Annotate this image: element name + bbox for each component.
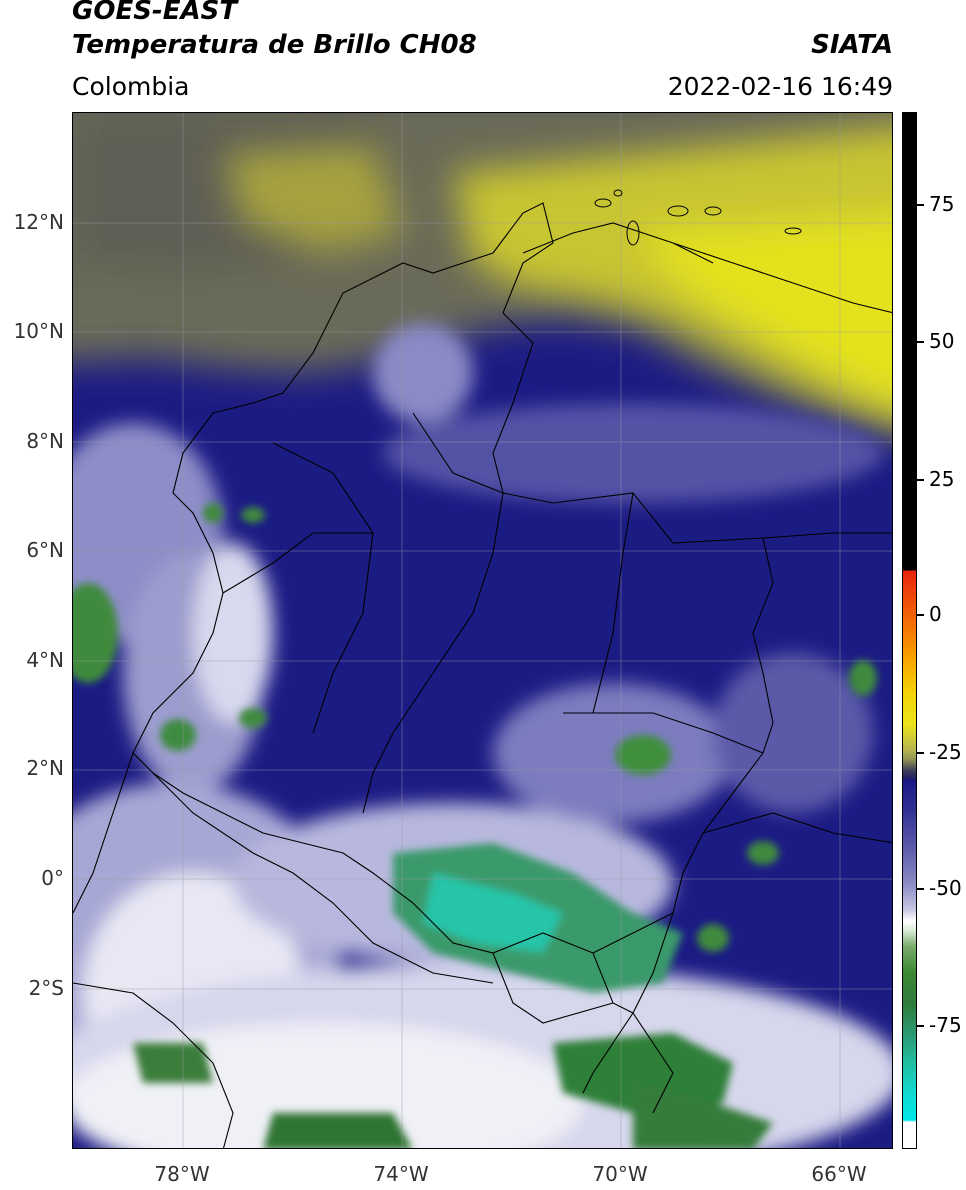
colorbar-label-neg75: -75	[929, 1013, 962, 1037]
colorbar-tick	[917, 614, 924, 616]
lat-label-12n: 12°N	[13, 210, 64, 234]
colorbar-tick	[917, 1025, 924, 1027]
colorbar-label-neg50: -50	[929, 876, 962, 900]
temperature-colorbar	[902, 112, 917, 1149]
lon-label-70w: 70°W	[592, 1162, 648, 1186]
colorbar-tick	[917, 341, 924, 343]
colorbar-tick	[917, 479, 924, 481]
colorbar-label-75: 75	[929, 192, 955, 216]
colorbar-label-neg25: -25	[929, 740, 962, 764]
agency-label: SIATA	[811, 30, 893, 60]
graticule	[73, 113, 892, 1148]
political-boundaries	[73, 202, 892, 1148]
lat-label-4n: 4°N	[26, 648, 64, 672]
colorbar-tick	[917, 888, 924, 890]
colorbar-label-50: 50	[929, 329, 955, 353]
lon-label-66w: 66°W	[811, 1162, 867, 1186]
warm-yellow-region	[223, 127, 892, 422]
region-label: Colombia	[72, 72, 190, 101]
lon-label-78w: 78°W	[154, 1162, 210, 1186]
lat-label-2s: 2°S	[28, 976, 64, 1000]
colorbar-label-25: 25	[929, 467, 955, 491]
satellite-map[interactable]	[72, 112, 893, 1149]
lat-label-10n: 10°N	[13, 319, 64, 343]
brightness-temperature-image	[73, 113, 892, 1148]
deep-convection-zones	[73, 503, 877, 1148]
datetime-label: 2022-02-16 16:49	[667, 72, 893, 101]
lon-label-74w: 74°W	[373, 1162, 429, 1186]
island-outlines	[594, 189, 802, 246]
satellite-title: GOES-EAST	[72, 0, 238, 26]
lat-label-8n: 8°N	[26, 429, 64, 453]
colorbar-tick	[917, 752, 924, 754]
colorbar-label-0: 0	[929, 602, 942, 626]
colorbar-tick	[917, 204, 924, 206]
product-title: Temperatura de Brillo CH08	[72, 30, 477, 60]
lat-label-2n: 2°N	[26, 756, 64, 780]
lat-label-0: 0°	[41, 866, 64, 890]
lat-label-6n: 6°N	[26, 538, 64, 562]
